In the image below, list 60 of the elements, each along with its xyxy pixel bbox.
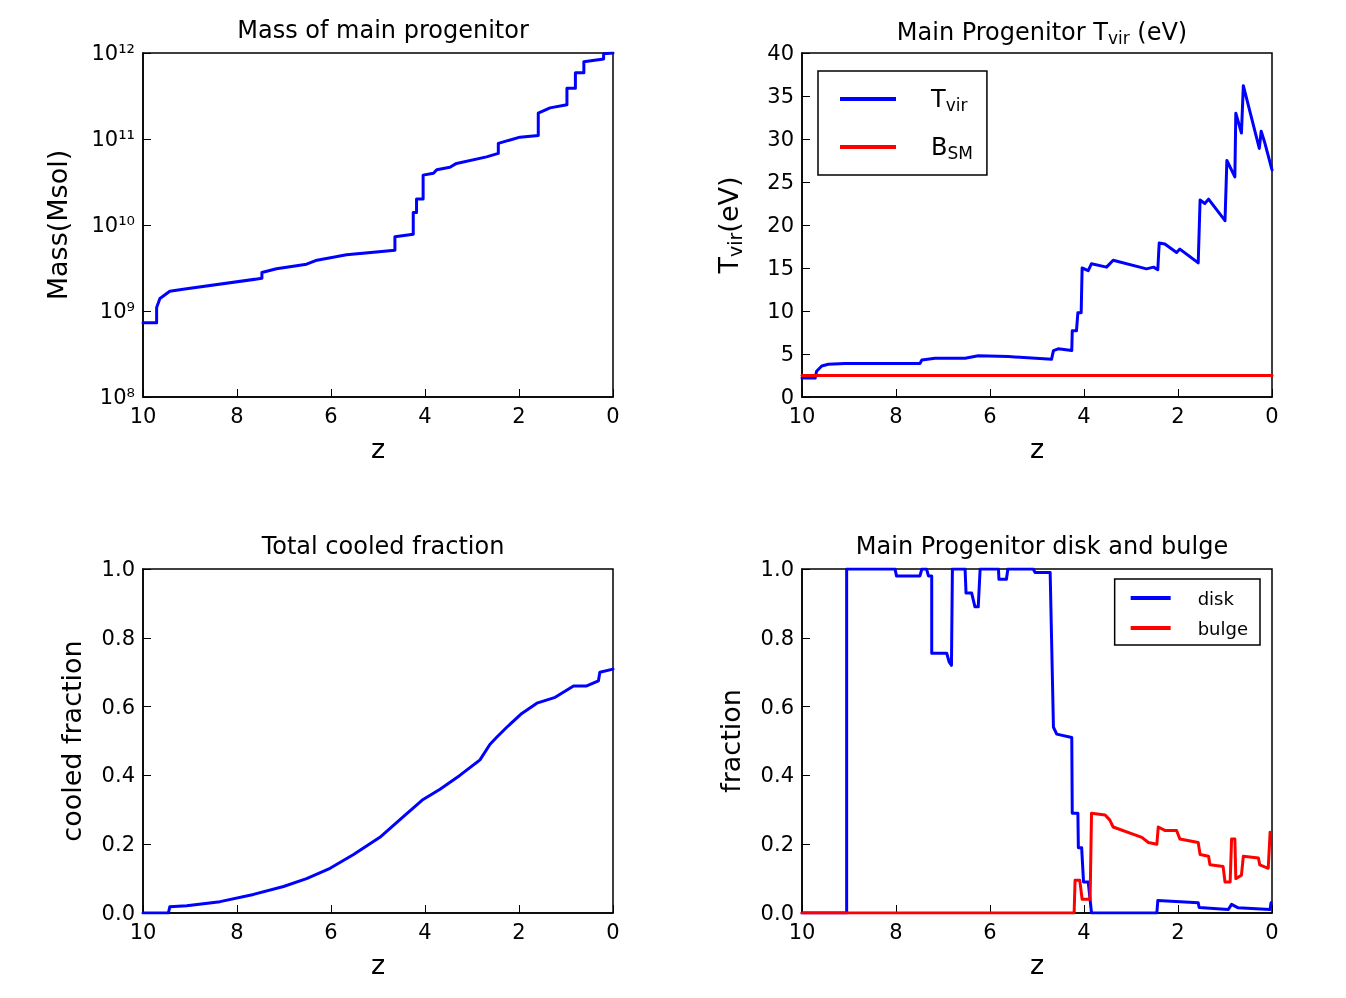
y-tick-label: 40: [767, 41, 794, 65]
x-tick-label: 4: [1077, 403, 1091, 428]
y-axis-title: fraction: [715, 689, 746, 793]
y-tick-label: 10¹¹: [91, 127, 135, 151]
y-tick-label: 0.4: [101, 763, 135, 788]
x-tick-label: 4: [418, 919, 432, 944]
chart-title: Total cooled fraction: [260, 532, 505, 560]
x-tick-label: 10: [129, 403, 157, 428]
x-tick-label: 0: [606, 403, 620, 428]
x-tick-label: 6: [324, 403, 338, 428]
y-axis-title: Tvir(eV): [713, 176, 746, 275]
x-axis-title: z: [370, 949, 386, 980]
y-tick-label: 10: [767, 299, 794, 323]
x-tick-label: 0: [606, 919, 620, 944]
chart-title: Main Progenitor disk and bulge: [855, 532, 1229, 560]
x-tick-label: 8: [889, 919, 903, 944]
chart-title: Mass of main progenitor: [237, 16, 529, 44]
y-tick-label: 35: [767, 84, 794, 108]
y-tick-label: 0.8: [760, 625, 794, 650]
line-series: [141, 51, 615, 325]
y-tick-label: 0.6: [101, 694, 135, 719]
x-tick-label: 2: [512, 403, 526, 428]
y-tick-label: 20: [767, 213, 794, 237]
x-tick-label: 4: [1077, 919, 1091, 944]
y-tick-label: 1.0: [101, 557, 135, 581]
legend-label: bulge: [1197, 617, 1249, 639]
x-tick-label: 0: [1265, 919, 1279, 944]
x-tick-label: 10: [129, 919, 157, 944]
y-tick-label: 10¹²: [91, 41, 135, 65]
y-tick-label: 0.6: [760, 694, 794, 719]
x-tick-label: 2: [1171, 403, 1185, 428]
x-axis-title: z: [1029, 433, 1045, 464]
x-tick-label: 6: [324, 919, 338, 944]
y-tick-label: 0.2: [760, 832, 794, 857]
x-tick-label: 2: [1171, 919, 1185, 944]
y-tick-label: 5: [780, 342, 794, 366]
legend-label: disk: [1197, 587, 1235, 609]
y-tick-label: 10⁹: [99, 299, 135, 323]
line-series: [800, 567, 1273, 915]
x-tick-label: 8: [230, 403, 244, 428]
x-tick-label: 6: [983, 403, 997, 428]
y-axis-title: cooled fraction: [56, 640, 87, 842]
x-axis-title: z: [370, 433, 386, 464]
x-tick-label: 4: [418, 403, 432, 428]
x-tick-label: 6: [983, 919, 997, 944]
x-axis-title: z: [1029, 949, 1045, 980]
x-tick-label: 0: [1265, 403, 1279, 428]
y-tick-label: 30: [767, 127, 794, 151]
x-tick-label: 8: [889, 403, 903, 428]
y-tick-label: 25: [767, 170, 794, 194]
y-axis-title: Mass(Msol): [42, 149, 73, 301]
x-tick-label: 8: [230, 919, 244, 944]
x-tick-label: 2: [512, 919, 526, 944]
y-tick-label: 15: [767, 256, 794, 280]
y-tick-label: 0.8: [101, 625, 135, 650]
y-tick-label: 0.4: [760, 763, 794, 788]
y-tick-label: 1.0: [760, 557, 794, 581]
line-series: [800, 84, 1274, 380]
y-tick-label: 10¹⁰: [91, 213, 135, 237]
y-tick-label: 0.2: [101, 832, 135, 857]
